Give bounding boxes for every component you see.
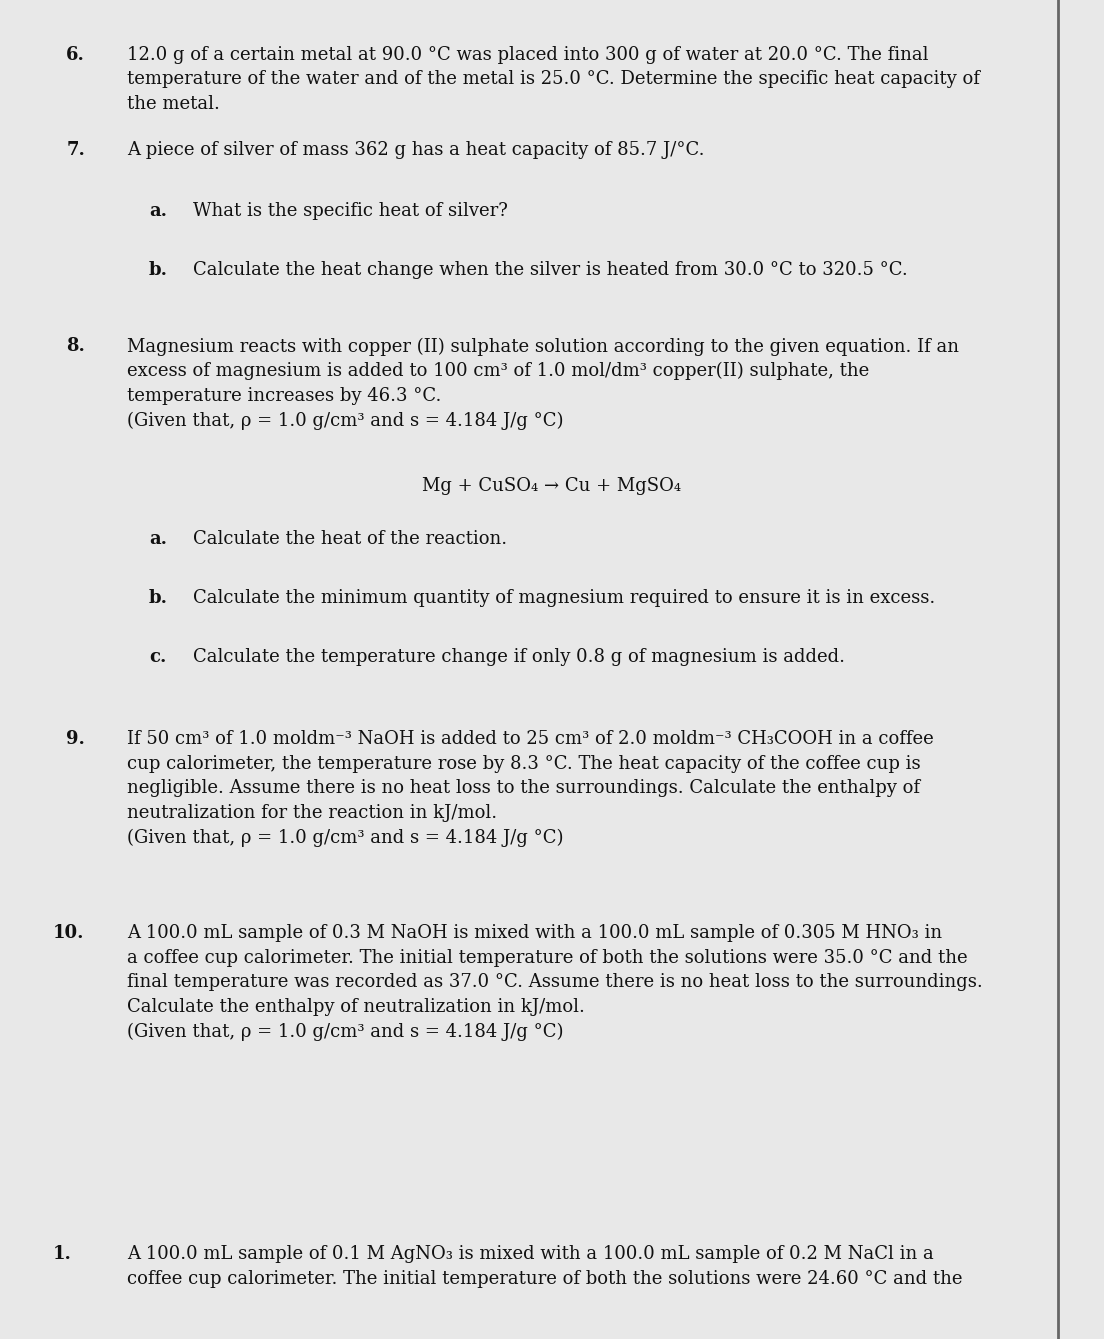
Text: a.: a. <box>149 530 167 548</box>
Text: 1.: 1. <box>53 1245 72 1263</box>
Text: a coffee cup calorimeter. The initial temperature of both the solutions were 35.: a coffee cup calorimeter. The initial te… <box>127 948 967 967</box>
Text: 8.: 8. <box>66 337 85 355</box>
Text: Calculate the minimum quantity of magnesium required to ensure it is in excess.: Calculate the minimum quantity of magnes… <box>193 589 935 607</box>
Text: (Given that, ρ = 1.0 g/cm³ and s = 4.184 J/g °C): (Given that, ρ = 1.0 g/cm³ and s = 4.184… <box>127 1023 563 1042</box>
Text: cup calorimeter, the temperature rose by 8.3 °C. The heat capacity of the coffee: cup calorimeter, the temperature rose by… <box>127 755 921 773</box>
Text: If 50 cm³ of 1.0 moldm⁻³ NaOH is added to 25 cm³ of 2.0 moldm⁻³ CH₃COOH in a cof: If 50 cm³ of 1.0 moldm⁻³ NaOH is added t… <box>127 730 934 747</box>
Text: 10.: 10. <box>53 924 85 941</box>
Text: 9.: 9. <box>66 730 85 747</box>
Text: Calculate the heat of the reaction.: Calculate the heat of the reaction. <box>193 530 508 548</box>
Text: negligible. Assume there is no heat loss to the surroundings. Calculate the enth: negligible. Assume there is no heat loss… <box>127 779 920 797</box>
Text: Calculate the enthalpy of neutralization in kJ/mol.: Calculate the enthalpy of neutralization… <box>127 998 585 1016</box>
Text: Magnesium reacts with copper (II) sulphate solution according to the given equat: Magnesium reacts with copper (II) sulpha… <box>127 337 959 356</box>
Text: excess of magnesium is added to 100 cm³ of 1.0 mol/dm³ copper(II) sulphate, the: excess of magnesium is added to 100 cm³ … <box>127 362 869 380</box>
Text: coffee cup calorimeter. The initial temperature of both the solutions were 24.60: coffee cup calorimeter. The initial temp… <box>127 1269 963 1288</box>
Text: A 100.0 mL sample of 0.1 M AgNO₃ is mixed with a 100.0 mL sample of 0.2 M NaCl i: A 100.0 mL sample of 0.1 M AgNO₃ is mixe… <box>127 1245 934 1263</box>
Text: 7.: 7. <box>66 141 85 158</box>
Text: 12.0 g of a certain metal at 90.0 °C was placed into 300 g of water at 20.0 °C. : 12.0 g of a certain metal at 90.0 °C was… <box>127 46 928 63</box>
Text: neutralization for the reaction in kJ/mol.: neutralization for the reaction in kJ/mo… <box>127 803 497 822</box>
Text: What is the specific heat of silver?: What is the specific heat of silver? <box>193 202 508 220</box>
Text: (Given that, ρ = 1.0 g/cm³ and s = 4.184 J/g °C): (Given that, ρ = 1.0 g/cm³ and s = 4.184… <box>127 411 563 430</box>
Text: Mg + CuSO₄ → Cu + MgSO₄: Mg + CuSO₄ → Cu + MgSO₄ <box>423 477 681 494</box>
Text: Calculate the temperature change if only 0.8 g of magnesium is added.: Calculate the temperature change if only… <box>193 648 846 665</box>
Text: A 100.0 mL sample of 0.3 M NaOH is mixed with a 100.0 mL sample of 0.305 M HNO₃ : A 100.0 mL sample of 0.3 M NaOH is mixed… <box>127 924 942 941</box>
Text: c.: c. <box>149 648 167 665</box>
Text: (Given that, ρ = 1.0 g/cm³ and s = 4.184 J/g °C): (Given that, ρ = 1.0 g/cm³ and s = 4.184… <box>127 829 563 848</box>
Text: Calculate the heat change when the silver is heated from 30.0 °C to 320.5 °C.: Calculate the heat change when the silve… <box>193 261 907 279</box>
Text: b.: b. <box>149 261 168 279</box>
Text: b.: b. <box>149 589 168 607</box>
Text: A piece of silver of mass 362 g has a heat capacity of 85.7 J/°C.: A piece of silver of mass 362 g has a he… <box>127 141 704 158</box>
Text: temperature increases by 46.3 °C.: temperature increases by 46.3 °C. <box>127 387 442 404</box>
Text: final temperature was recorded as 37.0 °C. Assume there is no heat loss to the s: final temperature was recorded as 37.0 °… <box>127 973 983 991</box>
Text: a.: a. <box>149 202 167 220</box>
Text: 6.: 6. <box>66 46 85 63</box>
Text: the metal.: the metal. <box>127 95 220 112</box>
Text: temperature of the water and of the metal is 25.0 °C. Determine the specific hea: temperature of the water and of the meta… <box>127 70 980 88</box>
